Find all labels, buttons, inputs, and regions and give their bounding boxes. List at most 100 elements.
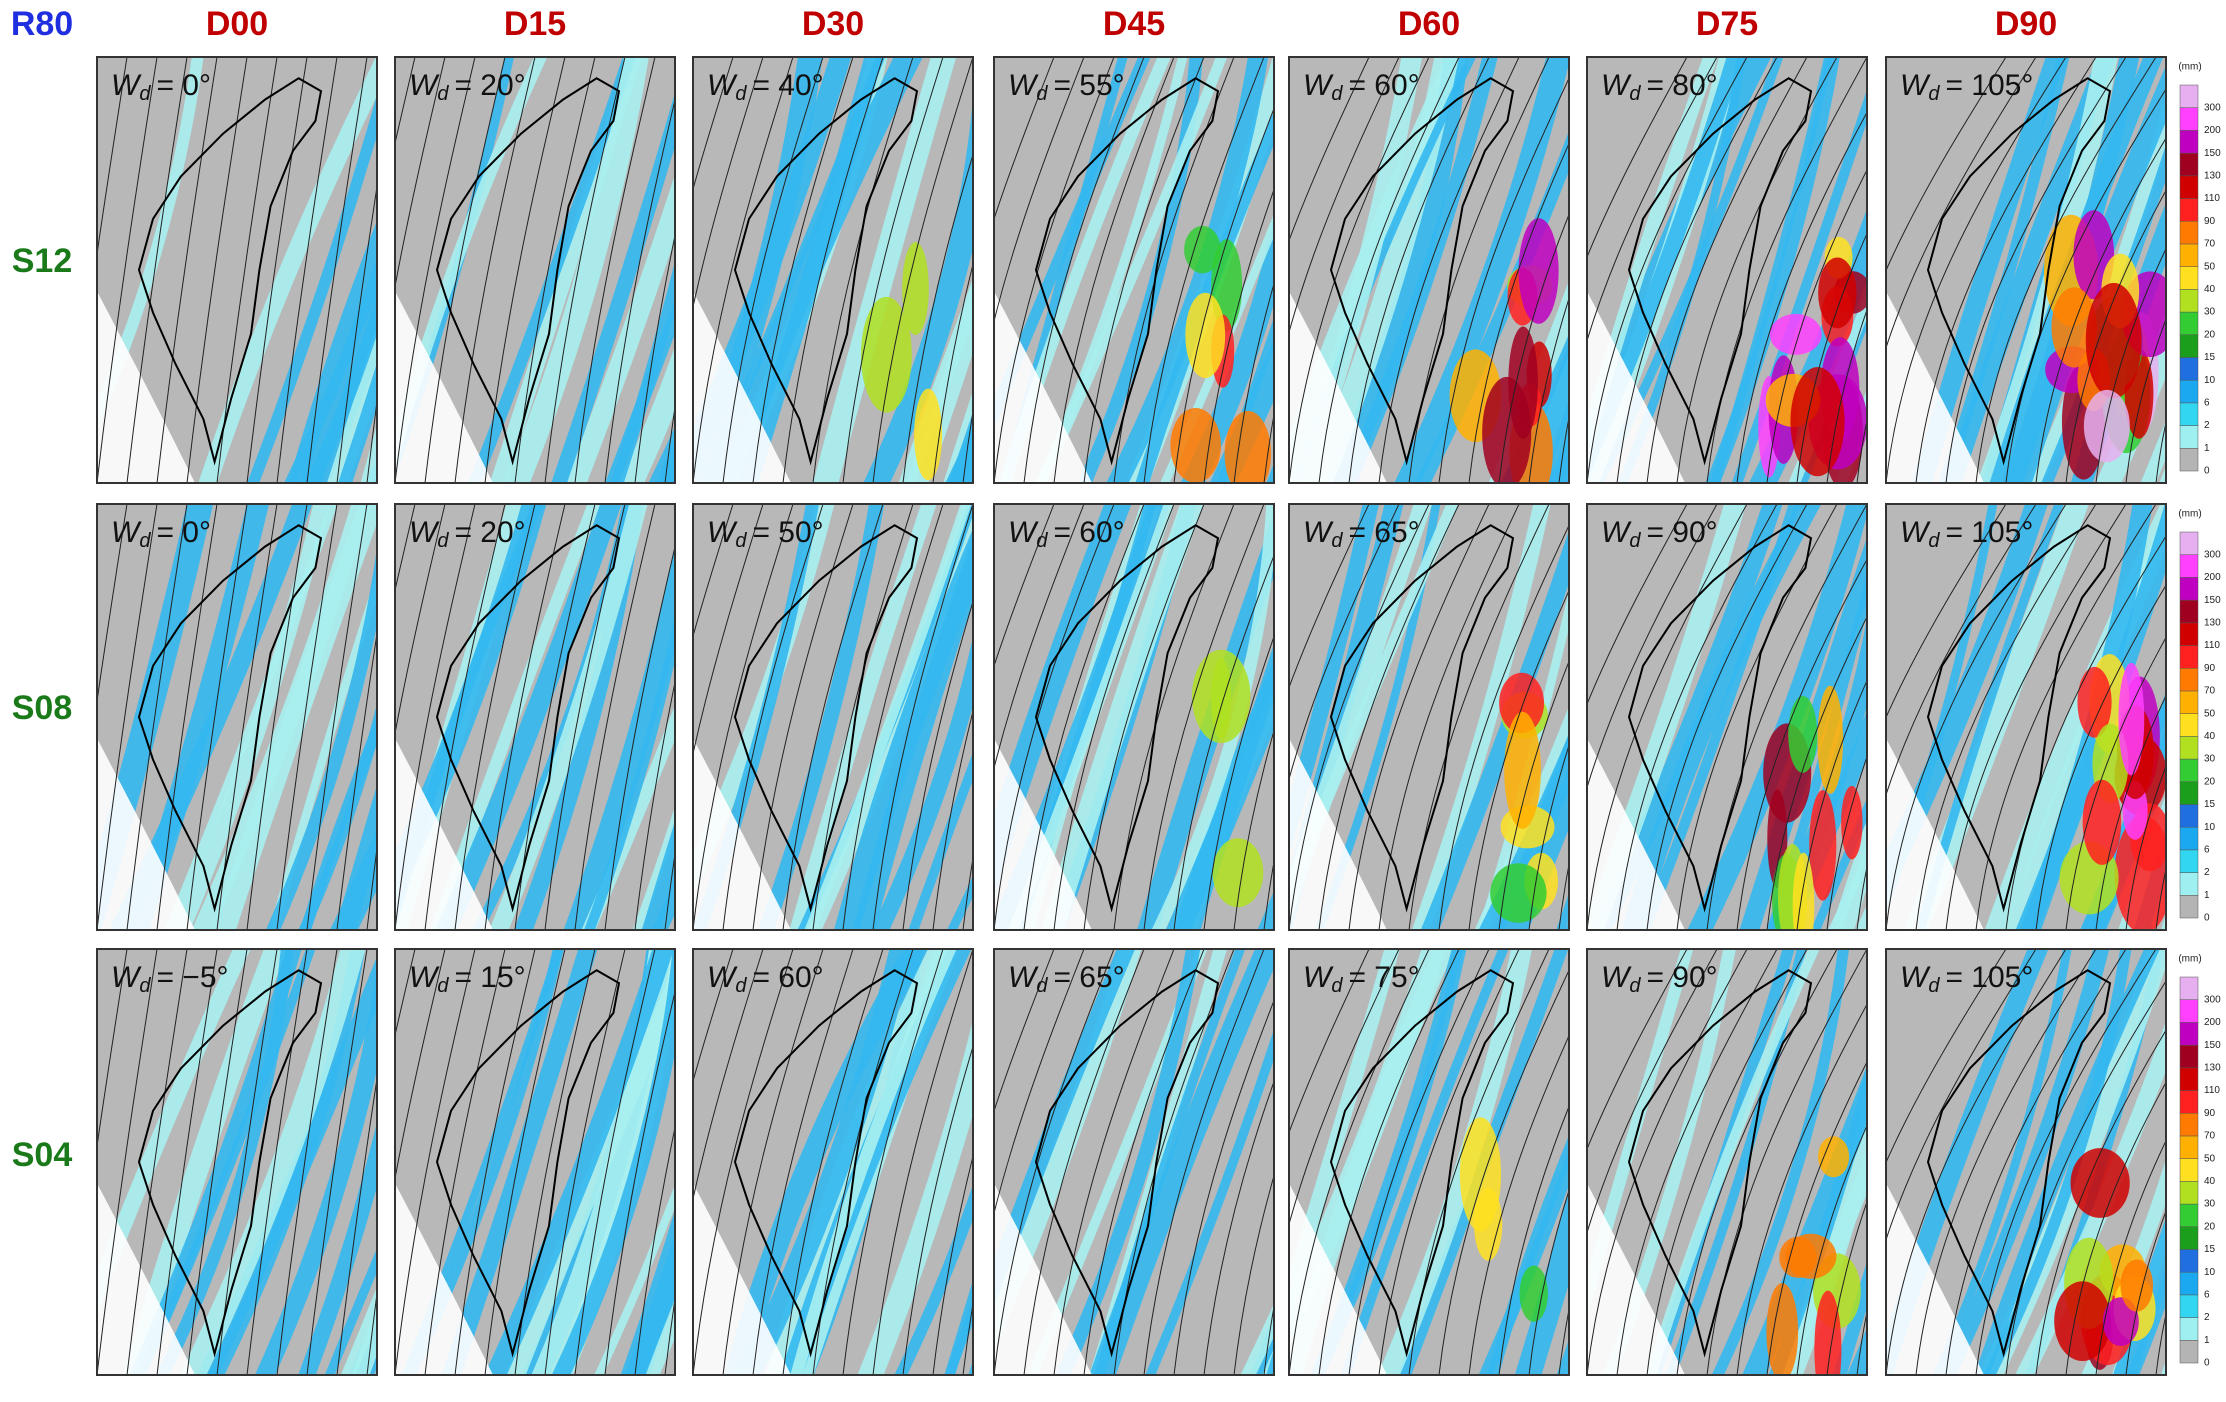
- streamline: [752, 504, 854, 930]
- colorbar-level: 150: [2204, 1040, 2221, 1051]
- colorbar-level: 40: [2204, 1176, 2216, 1187]
- streamline: [1766, 168, 1867, 483]
- colorbar-segment: [2179, 266, 2199, 290]
- streamline: [306, 949, 368, 1375]
- streamline: [782, 504, 884, 930]
- streamline: [842, 949, 944, 1375]
- streamline: [1378, 504, 1520, 930]
- streamline: [544, 57, 626, 483]
- streamline: [1587, 504, 1688, 706]
- column-header: D15: [504, 5, 566, 43]
- row-label: S08: [12, 689, 73, 727]
- column-header: D00: [206, 5, 268, 43]
- streamline: [1289, 504, 1430, 930]
- streamline: [1053, 949, 1175, 1375]
- colorbar-segment: [2179, 804, 2199, 828]
- colorbar-segment: [2179, 577, 2199, 601]
- rain-band: [624, 1234, 675, 1375]
- colorbar-segment: [2179, 1067, 2199, 1091]
- wind-direction-label: Wd = 90°: [1601, 961, 1718, 997]
- heavy-rain: [1474, 1187, 1503, 1261]
- streamline: [156, 504, 218, 930]
- colorbar-level: 6: [2204, 845, 2210, 856]
- rain-band: [871, 636, 973, 930]
- colorbar-level: 200: [2204, 572, 2221, 583]
- streamline: [1378, 57, 1520, 483]
- streamline: [1706, 949, 1867, 1375]
- streamline: [1289, 504, 1370, 689]
- heavy-rain: [1170, 408, 1221, 483]
- rain-band: [1645, 949, 1820, 1375]
- rain-band: [1289, 949, 1400, 1322]
- streamline: [2125, 764, 2166, 930]
- streamline: [1498, 660, 1569, 930]
- colorbar-segment: [2179, 175, 2199, 199]
- wind-direction-label: Wd = 65°: [1008, 961, 1125, 997]
- streamline: [1886, 57, 2007, 272]
- streamline: [1528, 296, 1569, 483]
- wind-direction-label: Wd = 75°: [1303, 961, 1420, 997]
- streamline: [1318, 504, 1460, 930]
- colorbar-level: 1: [2204, 1335, 2210, 1346]
- colorbar-level: 110: [2204, 193, 2220, 204]
- colorbar-level: 15: [2204, 1244, 2216, 1255]
- streamline: [604, 97, 675, 483]
- colorbar-segment: [2179, 379, 2199, 404]
- streamline: [454, 504, 536, 930]
- clear-area: [994, 1183, 1092, 1375]
- heavy-rain: [902, 242, 929, 336]
- streamline: [336, 630, 377, 930]
- colorbar-level: 20: [2204, 1221, 2216, 1232]
- streamline: [1736, 111, 1867, 483]
- map-panel: [97, 57, 377, 483]
- wd-symbol: W: [409, 961, 440, 994]
- panel-frame: [692, 948, 974, 1376]
- streamline: [544, 504, 626, 930]
- column-header: D90: [1995, 5, 2057, 43]
- colorbar-segment: [2179, 220, 2199, 245]
- streamline: [395, 949, 476, 1375]
- streamline: [574, 57, 656, 483]
- streamline: [902, 599, 973, 930]
- colorbar-segment: [2179, 713, 2199, 737]
- streamline: [693, 504, 764, 756]
- wd-subscript: d: [1331, 83, 1343, 105]
- wd-symbol: W: [1303, 69, 1334, 102]
- colorbar-segment: [2179, 1317, 2199, 1341]
- rain-band: [97, 949, 251, 1315]
- wd-symbol: W: [409, 69, 440, 102]
- streamline: [1143, 57, 1265, 483]
- column-header: D30: [802, 5, 864, 43]
- streamline: [994, 949, 1085, 1216]
- streamline: [1796, 1124, 1867, 1375]
- streamline: [1587, 949, 1688, 1151]
- row-label: S04: [12, 1136, 73, 1174]
- streamline: [1289, 949, 1370, 1134]
- panel-frame: [1288, 948, 1570, 1376]
- colorbar-segment: [2179, 107, 2199, 131]
- colorbar-level: 10: [2204, 822, 2216, 833]
- wd-subscript: d: [1629, 530, 1641, 552]
- colorbar-segment: [2179, 872, 2199, 896]
- clear-area: [1587, 1183, 1685, 1375]
- streamline: [994, 57, 1115, 483]
- heavy-rain: [1504, 711, 1541, 829]
- streamline: [1886, 949, 2007, 1164]
- streamline: [1886, 504, 2067, 930]
- colorbar-segment: [2179, 554, 2199, 578]
- rain-band: [172, 504, 331, 930]
- streamline: [752, 949, 854, 1375]
- streamline: [186, 504, 248, 930]
- streamline: [1378, 949, 1520, 1375]
- wind-direction-label: Wd = 40°: [707, 69, 824, 105]
- heavy-rain: [2070, 1148, 2130, 1218]
- heavy-rain: [2102, 1297, 2139, 1347]
- streamline: [1886, 57, 2037, 350]
- colorbar-level: 70: [2204, 239, 2216, 250]
- heavy-rain: [1766, 1283, 1799, 1375]
- rain-band: [894, 1184, 973, 1375]
- rain-band: [584, 612, 675, 930]
- streamline: [902, 1044, 973, 1375]
- colorbar-level: 10: [2204, 1267, 2216, 1278]
